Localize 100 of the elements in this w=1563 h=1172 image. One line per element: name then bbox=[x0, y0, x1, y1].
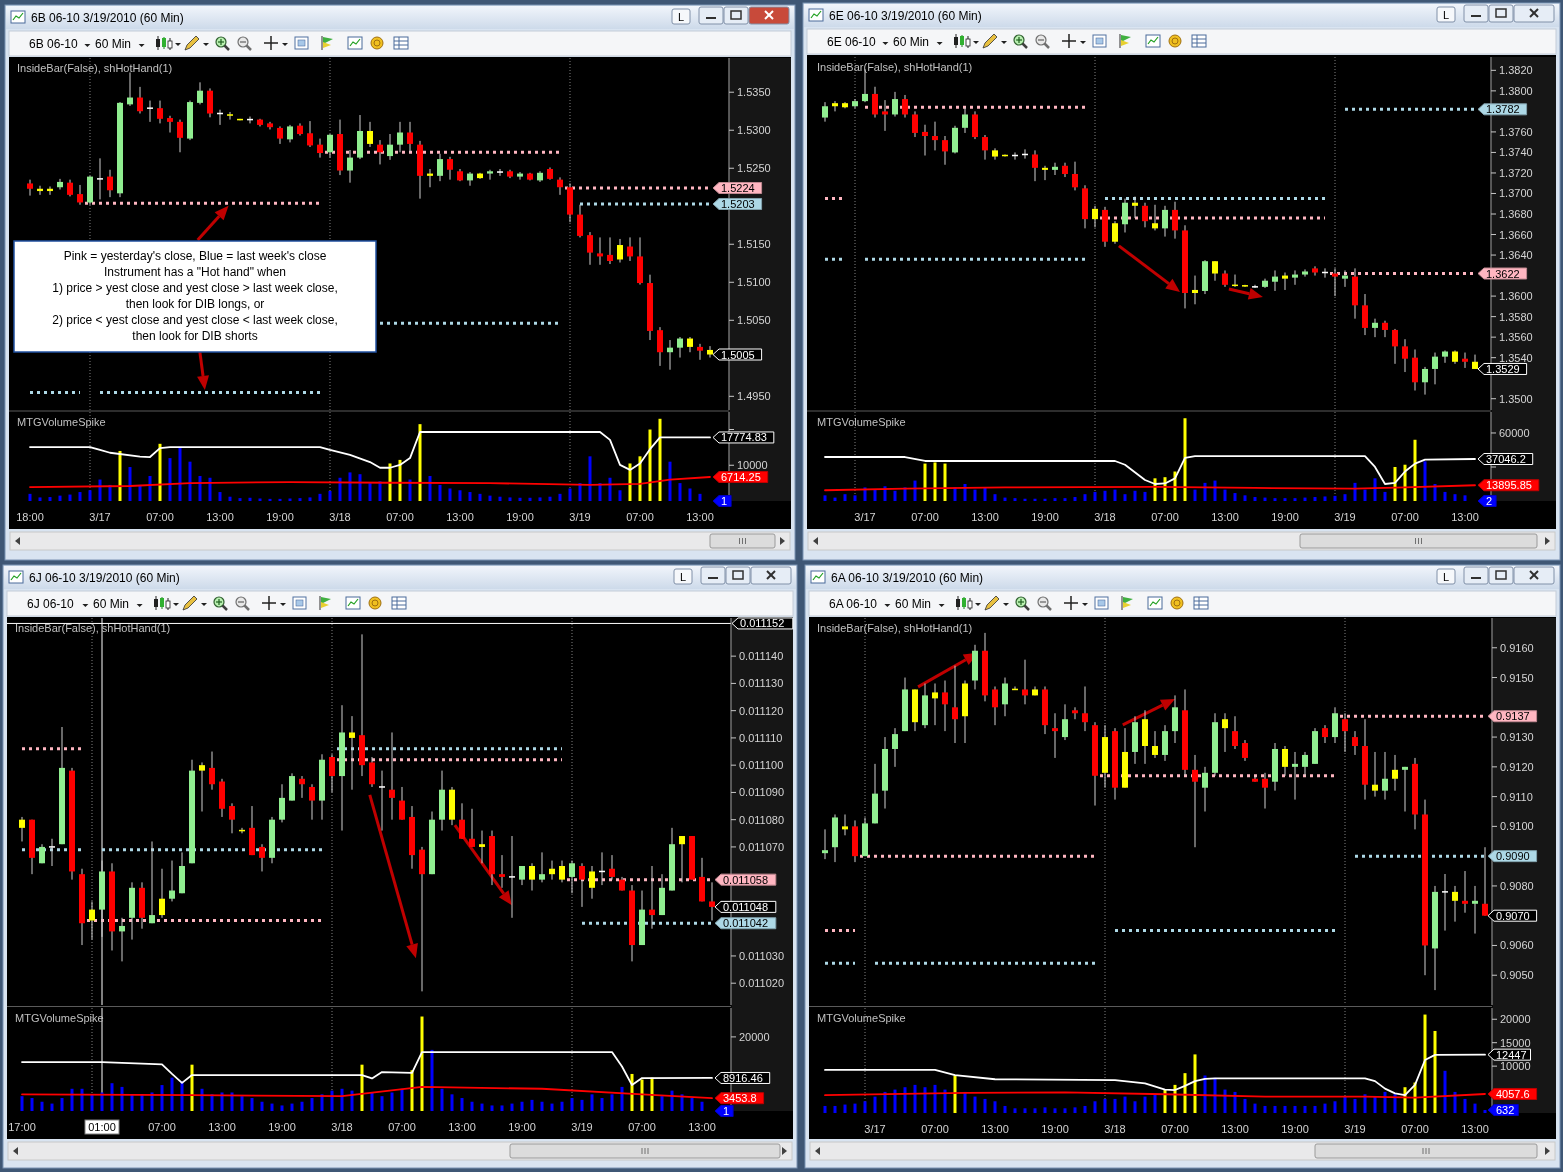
x-tick-label: 3/18 bbox=[331, 1121, 353, 1133]
data-label: 0.011058 bbox=[723, 873, 769, 886]
y-tick-label: 0.011020 bbox=[739, 977, 785, 990]
text: 60 Min bbox=[895, 597, 932, 611]
y-tick-label: 1.3600 bbox=[1499, 290, 1533, 303]
x-tick-label: 19:00 bbox=[1281, 1123, 1309, 1135]
y-tick-label: 0.9080 bbox=[1500, 879, 1534, 892]
y-tick-label: 1.3560 bbox=[1499, 331, 1533, 344]
x-tick-label: 13:00 bbox=[1461, 1123, 1489, 1135]
x-tick-label: 19:00 bbox=[266, 511, 294, 523]
y-tick-label: 1.5100 bbox=[737, 276, 771, 289]
x-tick-label: 13:00 bbox=[1451, 511, 1479, 523]
text: 6E 06-10 bbox=[827, 35, 877, 49]
x-tick-label: 19:00 bbox=[506, 511, 534, 523]
data-label: 6714.25 bbox=[721, 471, 761, 483]
y-tick-label: 0.011130 bbox=[739, 677, 784, 690]
annotation: 1.5005 bbox=[721, 348, 755, 361]
y-tick-label: 0.011070 bbox=[739, 840, 785, 853]
x-tick-label: 13:00 bbox=[1211, 511, 1239, 523]
x-tick-label: 07:00 bbox=[386, 511, 414, 523]
x-tick-label: 13:00 bbox=[448, 1121, 476, 1133]
y-tick-label: 1.5050 bbox=[737, 314, 771, 327]
x-tick-label: 3/18 bbox=[1104, 1123, 1126, 1135]
text: 60 Min bbox=[93, 597, 130, 611]
data-label: 37046.2 bbox=[1486, 453, 1526, 465]
y-tick-label: 1.3680 bbox=[1499, 208, 1533, 220]
annotation: InsideBar(False), shHotHand(1) bbox=[817, 61, 973, 73]
x-tick-label: 07:00 bbox=[1391, 511, 1419, 523]
annotation: MTGVolumeSpike bbox=[817, 416, 906, 428]
x-tick-label: 13:00 bbox=[1221, 1123, 1249, 1135]
y-tick-label: 1.3540 bbox=[1499, 351, 1533, 364]
x-tick-label: 19:00 bbox=[1031, 511, 1059, 523]
x-tick-label: 07:00 bbox=[388, 1121, 416, 1133]
data-label: 1.3782 bbox=[1486, 103, 1520, 116]
x-tick-label: 13:00 bbox=[971, 511, 999, 523]
x-tick-label: 3/19 bbox=[1344, 1123, 1366, 1135]
annotation: 1 bbox=[721, 495, 728, 507]
data-label: 0.9137 bbox=[1496, 710, 1530, 723]
text: 60 Min bbox=[893, 35, 930, 49]
annotation: 632 bbox=[1496, 1104, 1515, 1117]
annotation: InsideBar(False), shHotHand(1) bbox=[817, 622, 973, 634]
x-tick-label: 13:00 bbox=[208, 1121, 236, 1133]
y-tick-label: 0.011080 bbox=[739, 813, 785, 826]
y-tick-label: 0.9110 bbox=[1500, 790, 1533, 803]
y-tick-label: 10000 bbox=[737, 459, 768, 472]
chart-title: 6B 06-10 3/19/2010 (60 Min) bbox=[31, 11, 184, 25]
y-tick-label: 0.9150 bbox=[1500, 671, 1534, 684]
annotation: Pink = yesterday's close, Blue = last week's close Instrument has a "Hot hand" when 1) price > yest close and yest close > last week close, then look for DIB longs, or 2) price < yest close and yest close < last week close, then look for DIB shorts bbox=[52, 249, 338, 343]
x-tick-label: 13:00 bbox=[686, 511, 714, 523]
annotation: 1 bbox=[723, 1105, 730, 1117]
y-tick-label: 1.5150 bbox=[737, 238, 771, 251]
y-tick-label: 0.9160 bbox=[1500, 641, 1534, 654]
data-label: 13895.85 bbox=[1486, 479, 1532, 492]
data-label: 3453.8 bbox=[723, 1092, 757, 1105]
y-tick-label: 1.3820 bbox=[1499, 64, 1533, 77]
x-tick-label: 3/18 bbox=[329, 511, 351, 523]
x-tick-label: 3/17 bbox=[854, 511, 876, 523]
data-label: 1.5224 bbox=[721, 182, 755, 194]
text: 6J 06-10 bbox=[27, 597, 75, 611]
y-tick-label: 15000 bbox=[1500, 1036, 1531, 1049]
x-tick-label: 17:00 bbox=[8, 1121, 36, 1133]
data-label: 0.9090 bbox=[1496, 850, 1530, 863]
x-tick-label: 3/18 bbox=[1094, 511, 1116, 523]
y-tick-label: 0.011100 bbox=[739, 759, 784, 772]
annotation: 1.3529 bbox=[1486, 362, 1520, 375]
x-tick-label: 19:00 bbox=[508, 1121, 536, 1133]
annotation: 0.011048 bbox=[723, 900, 769, 913]
chart-title: 6E 06-10 3/19/2010 (60 Min) bbox=[829, 9, 982, 23]
x-tick-label: 19:00 bbox=[268, 1121, 296, 1133]
x-tick-label: 19:00 bbox=[1041, 1123, 1069, 1135]
y-tick-label: 1.3640 bbox=[1499, 249, 1533, 262]
annotation: MTGVolumeSpike bbox=[17, 416, 106, 428]
y-tick-label: 20000 bbox=[739, 1030, 770, 1043]
y-tick-label: 0.011120 bbox=[739, 704, 784, 717]
y-tick-label: 10000 bbox=[1500, 1060, 1531, 1073]
y-tick-label: 1.3740 bbox=[1499, 146, 1533, 159]
data-label: 4057.6 bbox=[1496, 1087, 1530, 1100]
text: 60 Min bbox=[95, 37, 132, 51]
data-label: 17774.83 bbox=[721, 431, 767, 444]
text: L bbox=[677, 11, 685, 23]
x-tick-label: 07:00 bbox=[146, 511, 174, 523]
y-tick-label: 0.011140 bbox=[739, 650, 784, 663]
data-label: 12447 bbox=[1496, 1048, 1527, 1061]
x-tick-label: 13:00 bbox=[981, 1123, 1009, 1135]
x-tick-label: 13:00 bbox=[446, 511, 474, 523]
y-tick-label: 1.5250 bbox=[737, 162, 771, 175]
x-tick-label: 18:00 bbox=[16, 511, 44, 523]
x-tick-label: 3/19 bbox=[1334, 511, 1356, 523]
data-label: 1.5203 bbox=[721, 197, 755, 210]
y-tick-label: 0.9130 bbox=[1500, 731, 1534, 744]
y-tick-label: 0.011030 bbox=[739, 949, 785, 962]
data-label: 8916.46 bbox=[723, 1071, 763, 1084]
annotation: InsideBar(False), shHotHand(1) bbox=[17, 62, 173, 74]
x-tick-label: 3/19 bbox=[571, 1121, 593, 1133]
y-tick-label: 1.4950 bbox=[737, 390, 771, 403]
text: 6A 06-10 bbox=[829, 597, 878, 611]
x-tick-label: 13:00 bbox=[688, 1121, 716, 1133]
x-tick-label: 3/17 bbox=[89, 511, 111, 523]
y-tick-label: 1.5350 bbox=[737, 86, 771, 99]
x-tick-label: 07:00 bbox=[626, 511, 654, 523]
